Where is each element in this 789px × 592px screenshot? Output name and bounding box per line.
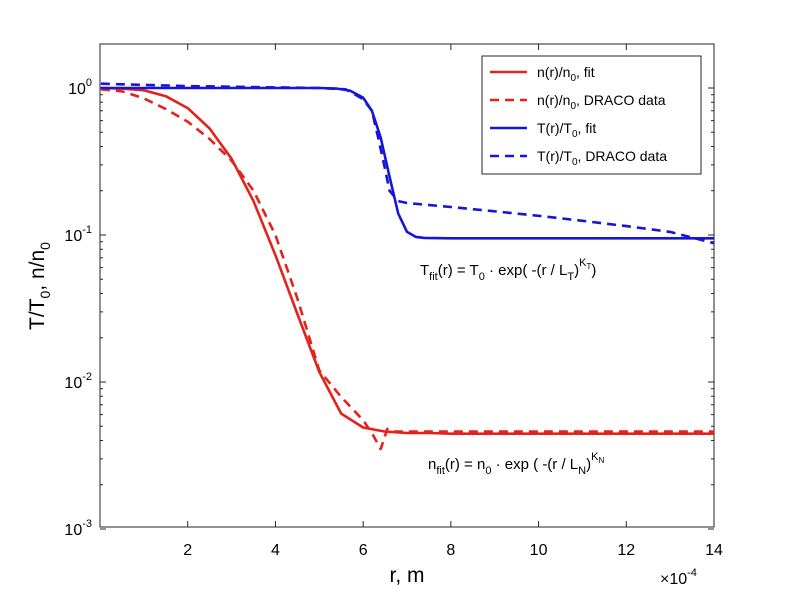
x-multiplier-label: ×10-4 (660, 567, 697, 588)
x-axis-label: r, m (390, 564, 425, 587)
legend-label: T(r)/T0, DRACO data (537, 148, 667, 168)
x-tick-label: 8 (446, 542, 455, 559)
legend-label: n(r)/n0, DRACO data (537, 92, 666, 112)
series-line-n-r-n0-fit (100, 86, 714, 436)
series-line-t-r-t0-draco-data (100, 82, 714, 245)
x-tick-label: 12 (617, 542, 635, 559)
series-line-n-r-n0-draco-data (100, 88, 714, 451)
y-axis-label: T/T0, n/n0 (26, 242, 53, 330)
y-tick-label: 100 (68, 77, 92, 98)
legend: n(r)/n0, fit n(r)/n0, DRACO data T(r)/T0, … (481, 55, 702, 175)
x-tick-label: 10 (530, 542, 548, 559)
temperature-fit-formula: Tfit(r) = T0 · exp( -(r / LT)KT) (420, 257, 596, 283)
density-fit-formula: nfit(r) = n0 · exp ( -(r / LN)KN (428, 451, 604, 477)
y-tick-label: 10-3 (64, 518, 92, 539)
x-tick-label: 2 (183, 542, 192, 559)
svg-text:T/T0, n/n0: T/T0, n/n0 (26, 242, 53, 330)
y-tick-label: 10-2 (64, 371, 92, 392)
x-tick-label: 6 (359, 542, 368, 559)
series-layer (100, 82, 714, 451)
x-axis: 2 4 6 8 10 12 14 (183, 44, 723, 559)
legend-label: n(r)/n0, fit (537, 64, 595, 84)
x-tick-label: 14 (705, 542, 723, 559)
x-tick-label: 4 (271, 542, 280, 559)
y-axis: 100 10-1 10-2 10-3 (64, 77, 714, 539)
legend-box (481, 55, 702, 175)
y-tick-label: 10-1 (64, 224, 92, 245)
legend-label: T(r)/T0, fit (537, 120, 596, 140)
